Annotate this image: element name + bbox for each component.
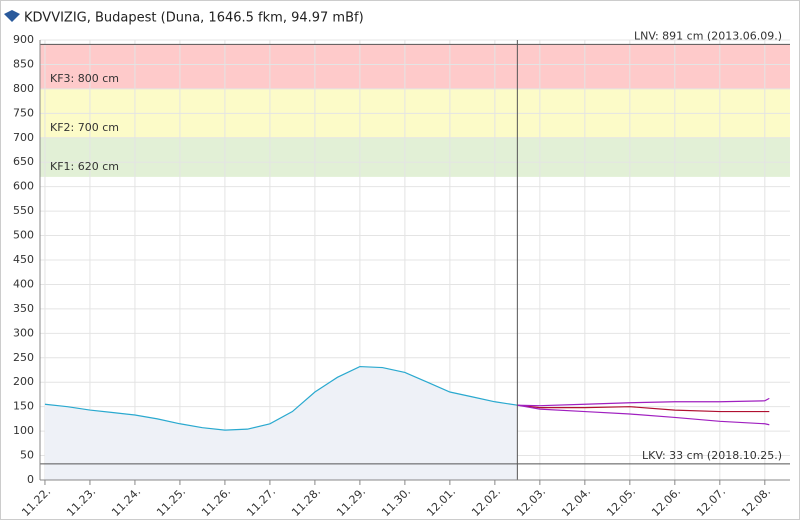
series-line [517, 404, 770, 426]
y-tick-label: 50 [20, 449, 34, 462]
level-label: KF2: 700 cm [50, 121, 119, 134]
y-tick-label: 150 [13, 400, 34, 413]
y-tick-label: 850 [13, 57, 34, 70]
level-band [40, 44, 790, 89]
y-tick-label: 200 [13, 375, 34, 388]
level-label: KF1: 620 cm [50, 160, 119, 173]
y-tick-label: 450 [13, 253, 34, 266]
y-tick-label: 300 [13, 326, 34, 339]
y-tick-label: 400 [13, 277, 34, 290]
y-tick-label: 750 [13, 106, 34, 119]
series-line [517, 397, 770, 407]
y-tick-label: 100 [13, 424, 34, 437]
y-tick-label: 900 [13, 33, 34, 46]
y-tick-label: 250 [13, 351, 34, 364]
y-tick-label: 350 [13, 302, 34, 315]
level-label: KF3: 800 cm [50, 72, 119, 85]
level-band [40, 137, 790, 177]
y-tick-label: 700 [13, 131, 34, 144]
limit-label: LNV: 891 cm (2013.06.09.) [634, 29, 782, 42]
y-tick-label: 650 [13, 155, 34, 168]
y-tick-label: 600 [13, 180, 34, 193]
chart-title: KDVVIZIG, Budapest (Duna, 1646.5 fkm, 94… [24, 11, 364, 26]
series-line [44, 365, 518, 431]
area [44, 366, 518, 480]
logo [4, 10, 20, 22]
y-tick-label: 500 [13, 229, 34, 242]
y-tick-label: 0 [27, 473, 34, 486]
limit-label: LKV: 33 cm (2018.10.25.) [642, 449, 782, 462]
y-tick-label: 800 [13, 82, 34, 95]
series-line [517, 404, 770, 413]
y-tick-label: 550 [13, 204, 34, 217]
